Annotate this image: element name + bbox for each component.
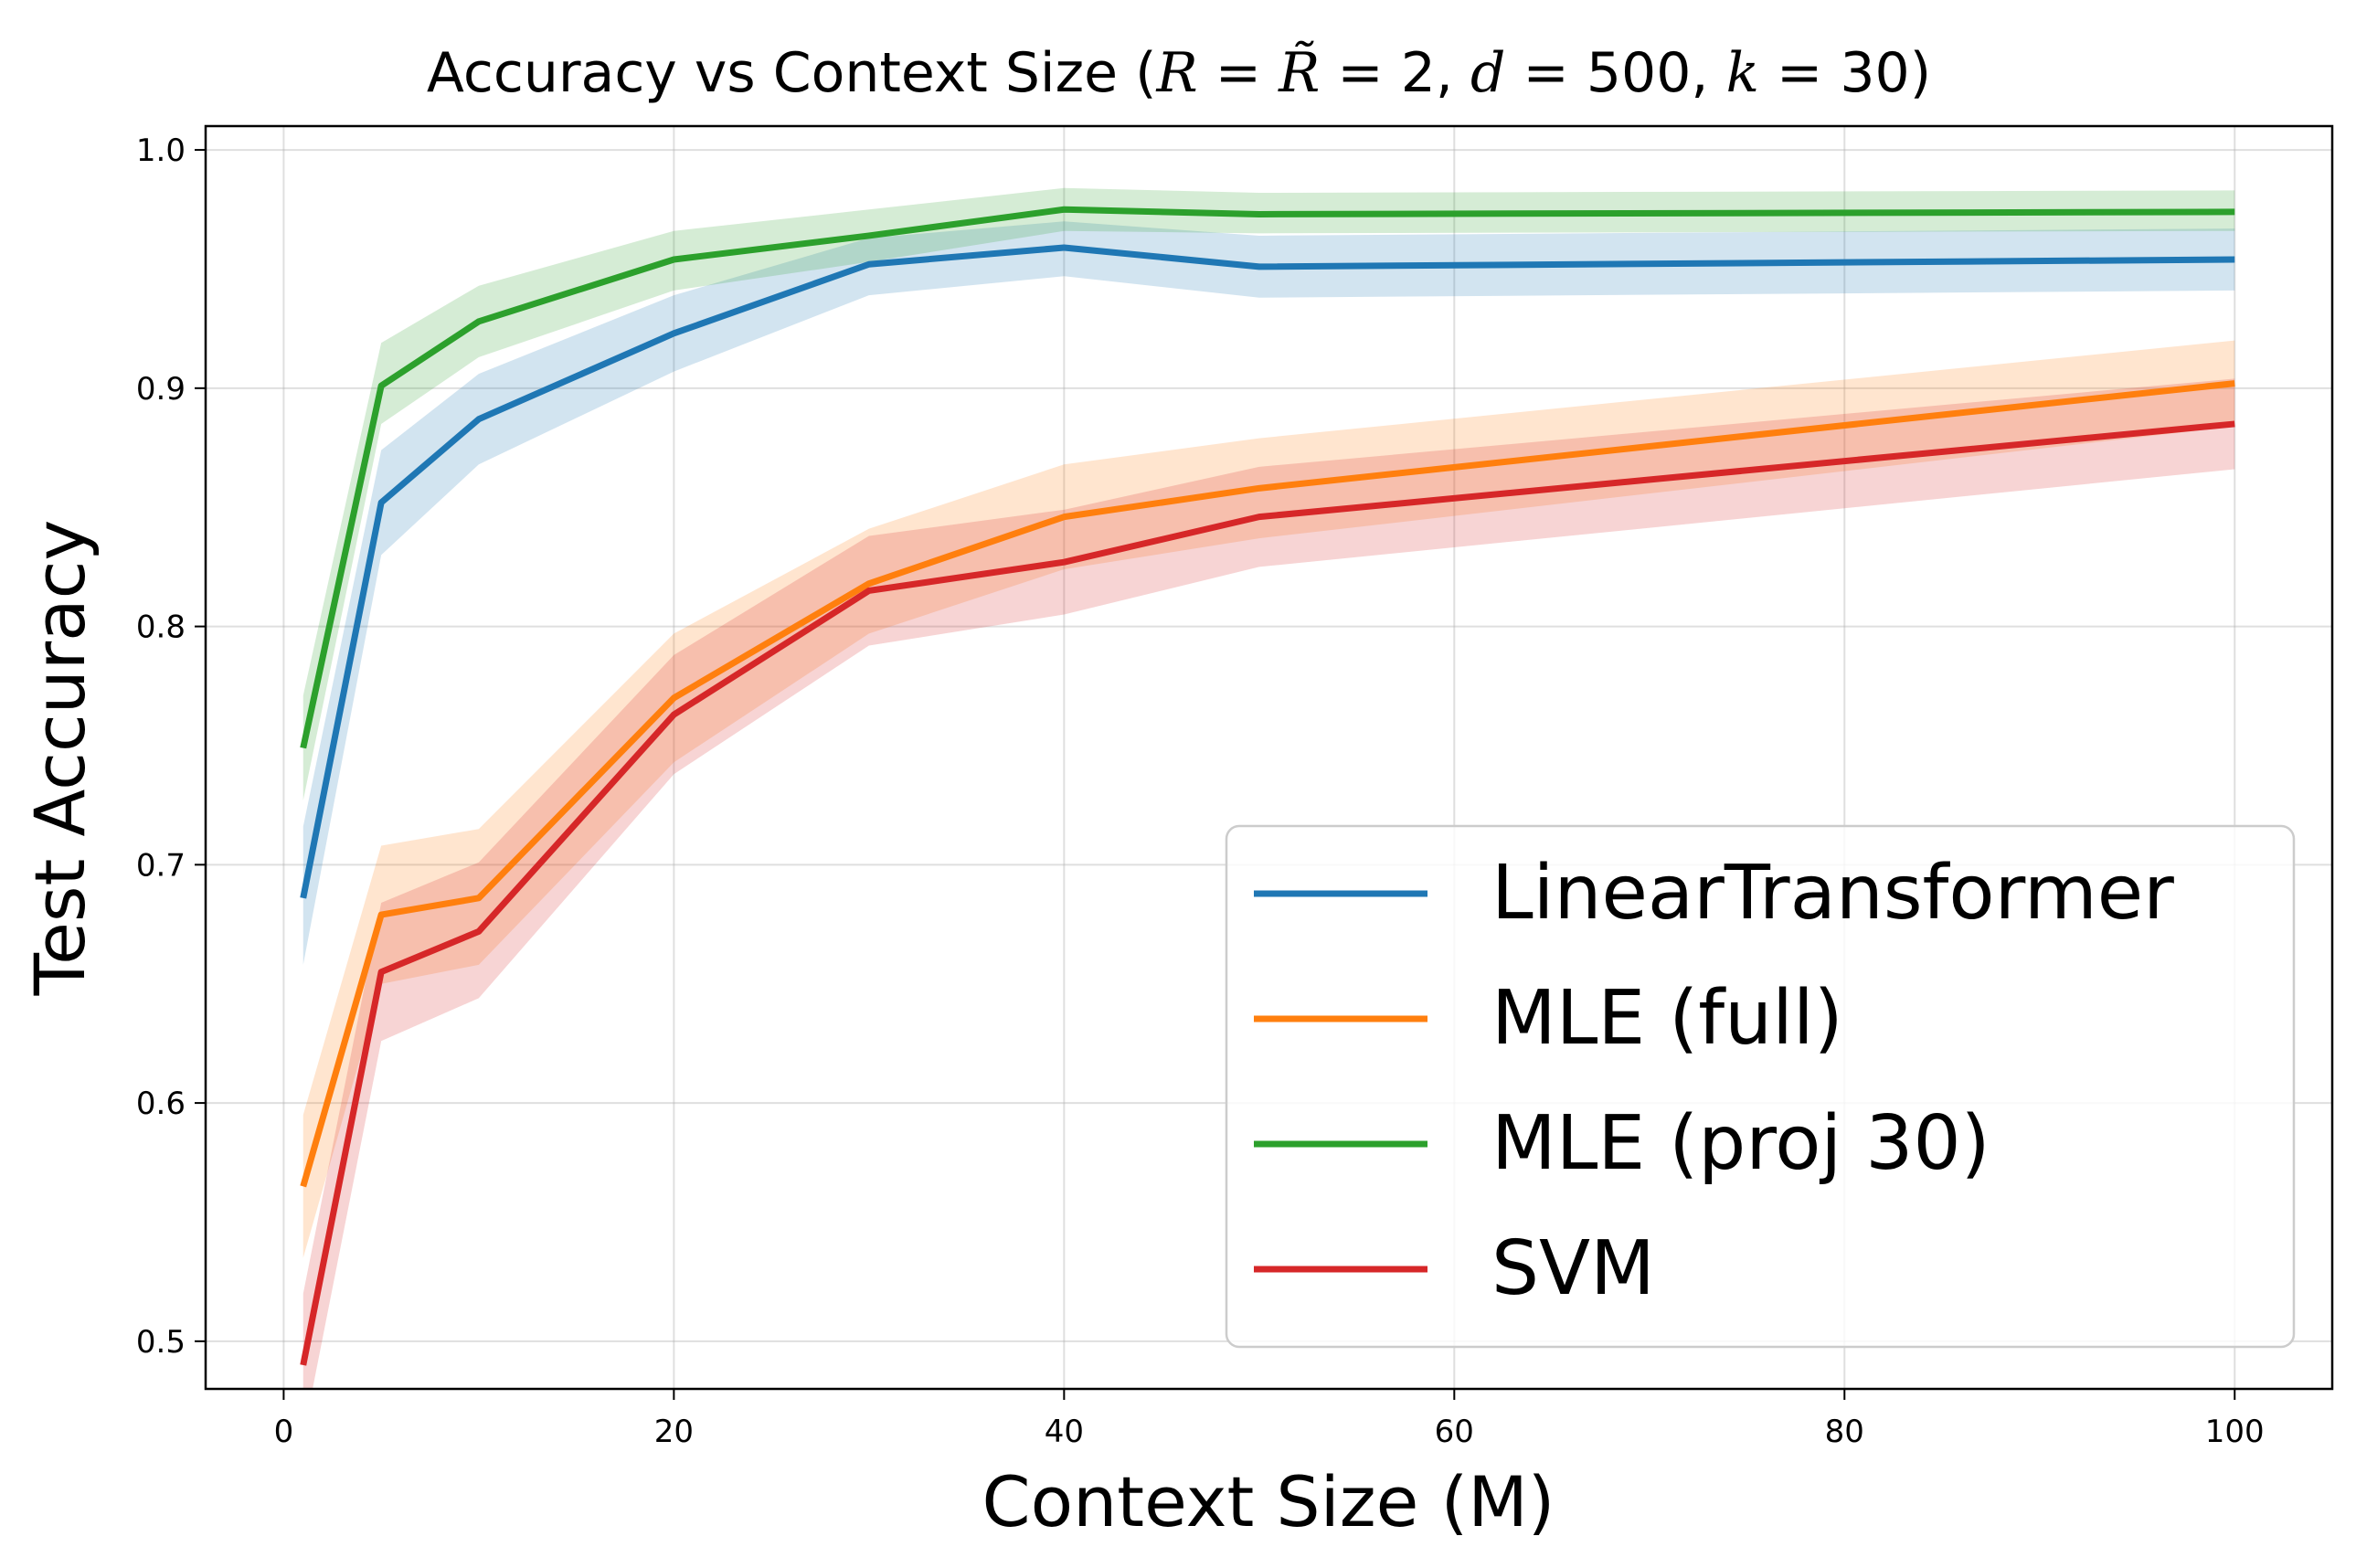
title-eq4: = 30) <box>1759 41 1931 105</box>
title-r: R <box>1156 41 1198 105</box>
title-prefix: Accuracy vs Context Size ( <box>427 41 1157 105</box>
y-tick-label: 0.5 <box>136 1324 186 1361</box>
title-k: k <box>1726 41 1759 105</box>
axis-ticks: 0 20 40 60 80 100 0.5 0.6 0.7 0.8 0.9 1.0 <box>136 132 2265 1450</box>
y-axis-label: Test Accuracy <box>19 520 101 997</box>
x-axis-label: Context Size (M) <box>982 1461 1555 1542</box>
y-tick-label: 0.7 <box>136 847 186 884</box>
legend-box <box>1225 824 2296 1349</box>
legend-label-lineartransformer: LinearTransformer <box>1491 850 2174 937</box>
plot-area-frame <box>204 124 2334 1391</box>
title-rtilde: R̃ <box>1278 40 1320 105</box>
legend-label-mle-proj-30: MLE (proj 30) <box>1491 1100 1990 1187</box>
y-tick-label: 0.8 <box>136 609 186 646</box>
line-mle-proj-30 <box>300 206 2235 749</box>
x-tick-label: 80 <box>1825 1414 1864 1450</box>
x-tick-label: 20 <box>654 1414 694 1450</box>
y-tick-label: 0.6 <box>136 1086 186 1122</box>
title-eq2: = 2, <box>1320 41 1470 105</box>
line-svm <box>300 420 2235 1366</box>
x-tick-label: 40 <box>1045 1414 1084 1450</box>
title-d: d <box>1470 41 1505 105</box>
legend-label-mle-full: MLE (full) <box>1491 975 1843 1062</box>
band-mle-full <box>302 340 2235 1258</box>
title-eq3: = 500, <box>1505 41 1725 105</box>
chart-title: Accuracy vs Context Size (R = R̃ = 2, d … <box>427 40 1931 105</box>
legend-label-svm: SVM <box>1491 1225 1655 1312</box>
x-tick-label: 0 <box>274 1414 294 1450</box>
legend: LinearTransformer MLE (full) MLE (proj 30)… <box>1225 824 2296 1349</box>
series-lines <box>300 206 2235 1366</box>
y-tick-label: 1.0 <box>136 132 186 169</box>
line-lineartransformer <box>300 244 2235 899</box>
line-mle-full <box>300 380 2235 1188</box>
y-tick-label: 0.9 <box>136 371 186 408</box>
x-tick-label: 60 <box>1435 1414 1474 1450</box>
x-tick-label: 100 <box>2205 1414 2265 1450</box>
title-eq1: = <box>1198 41 1279 105</box>
